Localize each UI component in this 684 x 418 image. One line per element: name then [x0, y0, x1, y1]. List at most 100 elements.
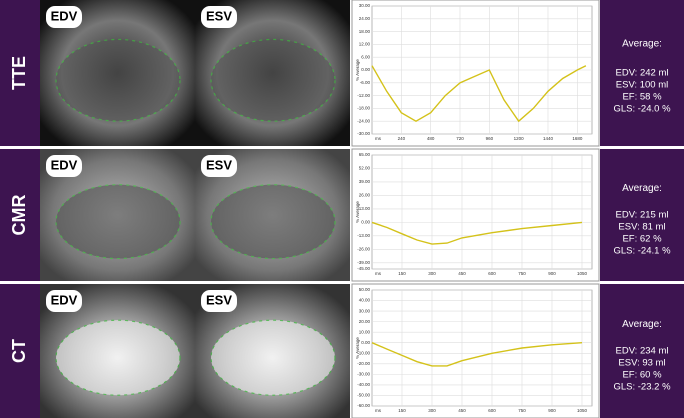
y-tick-label: -10.00: [357, 350, 370, 355]
y-tick-label: 0.00: [361, 340, 370, 345]
y-tick-label: -30.00: [357, 372, 370, 377]
y-tick-label: -12.00: [357, 93, 370, 98]
x-tick-label: 1440: [543, 136, 554, 141]
x-tick-label: 1050: [577, 271, 588, 276]
label-strip: [0, 149, 40, 281]
ventricle: [210, 38, 336, 122]
y-tick-label: -6.00: [360, 80, 371, 85]
y-tick-label: -18.00: [357, 106, 370, 111]
x-tick-label: 750: [518, 408, 526, 413]
stats-line: EDV: 242 ml: [616, 68, 669, 79]
stats-line: EF: 60 %: [622, 370, 662, 381]
y-tick-label: 30.00: [359, 3, 371, 8]
x-axis-label: ms: [375, 408, 382, 413]
image-label: EDV: [51, 292, 78, 307]
x-tick-label: 1680: [572, 136, 583, 141]
x-tick-label: 480: [427, 136, 435, 141]
ventricle: [210, 184, 336, 260]
strain-curve: [371, 65, 587, 123]
stats-panel: [600, 149, 684, 281]
ventricle: [55, 184, 181, 260]
y-tick-label: -40.00: [357, 382, 370, 387]
x-axis-label: ms: [375, 136, 382, 141]
y-tick-label: -60.00: [357, 403, 370, 408]
stats-line: GLS: -23.2 %: [613, 382, 671, 393]
y-axis-label: % Average: [355, 59, 360, 81]
y-tick-label: 18.00: [359, 29, 371, 34]
stats-title: Average:: [622, 319, 662, 330]
y-tick-label: -24.00: [357, 118, 370, 123]
y-tick-label: 0.00: [361, 67, 370, 72]
y-tick-label: -26.00: [357, 246, 370, 251]
image-label-box: [201, 155, 237, 177]
y-tick-label: -13.00: [357, 233, 370, 238]
x-tick-label: 1050: [577, 408, 588, 413]
label-strip: [0, 0, 40, 146]
x-tick-label: 1200: [514, 136, 525, 141]
image-label: EDV: [51, 8, 78, 23]
y-tick-label: 10.00: [359, 329, 371, 334]
y-axis-label: % Average: [355, 337, 360, 359]
ventricle: [210, 319, 336, 396]
image-label-box: [201, 6, 237, 28]
y-tick-label: 52.00: [359, 166, 371, 171]
x-tick-label: 900: [548, 408, 556, 413]
stats-line: GLS: -24.1 %: [613, 246, 671, 257]
stats-line: ESV: 81 ml: [618, 222, 665, 233]
strain-curve: [371, 221, 583, 245]
y-tick-label: 0.00: [361, 220, 370, 225]
stats-line: EDV: 234 ml: [616, 346, 669, 357]
x-tick-label: 150: [398, 408, 406, 413]
stats-panel: [600, 0, 684, 146]
y-tick-label: -50.00: [357, 393, 370, 398]
y-tick-label: 20.00: [359, 319, 371, 324]
x-tick-label: 750: [518, 271, 526, 276]
y-axis-label: % Average: [355, 201, 360, 223]
y-tick-label: 50.00: [359, 287, 371, 292]
label-strip: [0, 284, 40, 418]
chart-panel: [351, 0, 600, 147]
y-tick-label: -39.00: [357, 260, 370, 265]
image-label: ESV: [206, 157, 232, 172]
x-tick-label: 600: [488, 408, 496, 413]
image-label: ESV: [206, 8, 232, 23]
stats-panel: [600, 284, 684, 418]
row-label: CT: [9, 339, 29, 363]
image-label-box: [201, 290, 237, 312]
stats-title: Average:: [622, 183, 662, 194]
y-tick-label: 24.00: [359, 16, 371, 21]
stats-line: GLS: -24.0 %: [613, 104, 671, 115]
y-tick-label: 6.00: [361, 54, 370, 59]
x-tick-label: 450: [458, 271, 466, 276]
y-tick-label: -20.00: [357, 361, 370, 366]
ventricle: [55, 319, 181, 396]
y-tick-label: 26.00: [359, 193, 371, 198]
x-tick-label: 150: [398, 271, 406, 276]
y-tick-label: 30.00: [359, 308, 371, 313]
y-tick-label: -30.00: [357, 131, 370, 136]
chart-panel: [351, 283, 600, 418]
y-tick-label: 65.00: [359, 152, 371, 157]
y-tick-label: 39.00: [359, 179, 371, 184]
stats-title: Average:: [622, 38, 662, 49]
x-tick-label: 720: [456, 136, 464, 141]
image-label-box: [46, 155, 82, 177]
x-axis-label: ms: [375, 271, 382, 276]
image-label-box: [46, 290, 82, 312]
x-tick-label: 300: [428, 271, 436, 276]
ventricle: [55, 38, 181, 122]
row-label: CMR: [9, 195, 29, 236]
y-tick-label: 13.00: [359, 206, 371, 211]
row-label: TTE: [9, 56, 29, 90]
y-tick-label: 40.00: [359, 298, 371, 303]
strain-curve: [371, 342, 583, 367]
stats-line: EF: 58 %: [622, 92, 662, 103]
stats-line: EF: 62 %: [622, 234, 662, 245]
image-label-box: [46, 6, 82, 28]
x-tick-label: 300: [428, 408, 436, 413]
stats-line: ESV: 100 ml: [616, 80, 668, 91]
chart-panel: [351, 148, 600, 282]
x-tick-label: 600: [488, 271, 496, 276]
y-tick-label: -45.00: [357, 266, 370, 271]
